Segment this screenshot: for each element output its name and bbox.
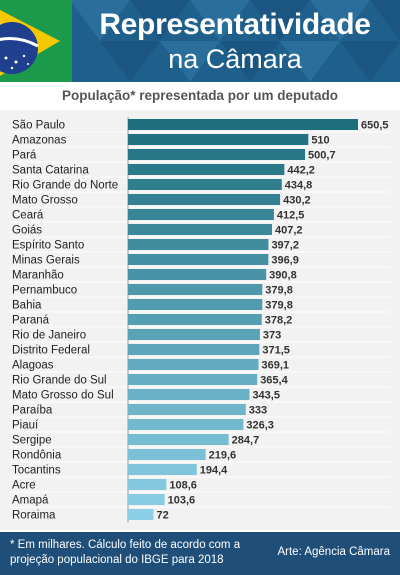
value-label-para: 500,7 [308, 150, 336, 162]
bar-paraiba [128, 404, 246, 415]
category-label-parana: Paraná [12, 315, 50, 327]
value-label-piaui: 326,3 [246, 420, 274, 432]
bar-acre [128, 479, 167, 490]
bar-bahia [128, 299, 263, 310]
category-label-rio-de-janeiro: Rio de Janeiro [12, 330, 86, 342]
category-label-sao-paulo: São Paulo [12, 120, 65, 132]
value-label-goias: 407,2 [275, 225, 303, 237]
value-label-maranhao: 390,8 [269, 270, 297, 282]
value-label-pernambuco: 379,8 [265, 285, 293, 297]
bar-distrito-federal [128, 344, 260, 355]
value-label-ceara: 412,5 [277, 210, 305, 222]
bar-santa-catarina [128, 164, 285, 175]
bar-tocantins [128, 464, 197, 475]
footer: * Em milhares. Cálculo feito de acordo c… [0, 532, 400, 575]
value-label-rio-grande-do-norte: 434,8 [285, 180, 313, 192]
bar-chart: São Paulo 650,5 Amazonas 510 Pará 500,7 Santa … [10, 117, 390, 522]
value-label-rio-grande-do-sul: 365,4 [260, 375, 288, 387]
value-label-sao-paulo: 650,5 [361, 120, 389, 132]
category-label-rio-grande-do-sul: Rio Grande do Sul [12, 375, 107, 387]
value-label-amazonas: 510 [311, 135, 329, 147]
value-label-amapa: 103,6 [168, 495, 196, 507]
bar-rio-grande-do-norte [128, 179, 282, 190]
value-label-acre: 108,6 [169, 480, 197, 492]
value-label-tocantins: 194,4 [200, 465, 228, 477]
chart-title: População* representada por um deputado [61, 88, 339, 103]
category-label-maranhao: Maranhão [12, 270, 64, 282]
value-label-mato-grosso: 430,2 [283, 195, 311, 207]
bar-pernambuco [128, 284, 263, 295]
bar-amapa [128, 494, 165, 505]
bar-minas-gerais [128, 254, 269, 265]
bar-sao-paulo [128, 119, 358, 130]
bar-alagoas [128, 359, 259, 370]
category-label-distrito-federal: Distrito Federal [12, 345, 90, 357]
value-label-distrito-federal: 371,5 [262, 345, 290, 357]
category-label-sergipe: Sergipe [12, 435, 52, 447]
value-label-sergipe: 284,7 [232, 435, 260, 447]
page-title: Representatividade [99, 8, 371, 41]
value-label-bahia: 379,8 [265, 300, 293, 312]
category-label-espirito-santo: Espírito Santo [12, 240, 84, 252]
bar-para [128, 149, 306, 160]
brazil-flag-icon [0, 0, 72, 82]
bar-mato-grosso-do-sul [128, 389, 250, 400]
bar-goias [128, 224, 272, 235]
bar-sergipe [128, 434, 229, 445]
header-banner: Representatividade na Câmara [0, 0, 400, 82]
bar-mato-grosso [128, 194, 281, 205]
category-label-roraima: Roraima [12, 510, 56, 522]
category-label-goias: Goiás [12, 225, 42, 237]
value-label-minas-gerais: 396,9 [271, 255, 299, 267]
category-label-paraiba: Paraíba [12, 405, 53, 417]
bar-roraima [128, 509, 154, 520]
bar-rondonia [128, 449, 206, 460]
value-label-santa-catarina: 442,2 [287, 165, 315, 177]
category-label-bahia: Bahia [12, 300, 42, 312]
footnote: * Em milhares. Cálculo feito de acordo c… [10, 539, 241, 566]
bar-amazonas [128, 134, 309, 145]
bar-espirito-santo [128, 239, 269, 250]
triangle-pattern [70, 0, 400, 82]
bar-maranhao [128, 269, 267, 280]
bar-rio-grande-do-sul [128, 374, 258, 385]
category-label-santa-catarina: Santa Catarina [12, 165, 89, 177]
category-label-rio-grande-do-norte: Rio Grande do Norte [12, 180, 118, 192]
credit-text: Arte: Agência Câmara [277, 546, 390, 558]
category-label-ceara: Ceará [12, 210, 44, 222]
category-label-alagoas: Alagoas [12, 360, 54, 372]
category-label-mato-grosso-do-sul: Mato Grosso do Sul [12, 390, 114, 402]
bar-rio-de-janeiro [128, 329, 260, 340]
category-label-pernambuco: Pernambuco [12, 285, 77, 297]
category-label-amazonas: Amazonas [12, 135, 67, 147]
value-label-mato-grosso-do-sul: 343,5 [252, 390, 280, 402]
category-label-mato-grosso: Mato Grosso [12, 195, 78, 207]
category-label-acre: Acre [12, 480, 36, 492]
page-title-line2: na Câmara [168, 44, 302, 74]
category-label-minas-gerais: Minas Gerais [12, 255, 80, 267]
category-label-amapa: Amapá [12, 495, 49, 507]
value-label-parana: 378,2 [265, 315, 293, 327]
value-label-paraiba: 333 [249, 405, 267, 417]
value-label-rio-de-janeiro: 373 [263, 330, 281, 342]
value-label-espirito-santo: 397,2 [271, 240, 299, 252]
bar-parana [128, 314, 262, 325]
value-label-alagoas: 369,1 [262, 360, 290, 372]
bar-ceara [128, 209, 274, 220]
value-label-rondonia: 219,6 [209, 450, 237, 462]
category-label-para: Pará [12, 150, 37, 162]
bar-piaui [128, 419, 244, 430]
value-label-roraima: 72 [156, 510, 168, 522]
category-label-piaui: Piauí [12, 420, 39, 432]
category-label-rondonia: Rondônia [12, 450, 62, 462]
category-label-tocantins: Tocantins [12, 465, 61, 477]
